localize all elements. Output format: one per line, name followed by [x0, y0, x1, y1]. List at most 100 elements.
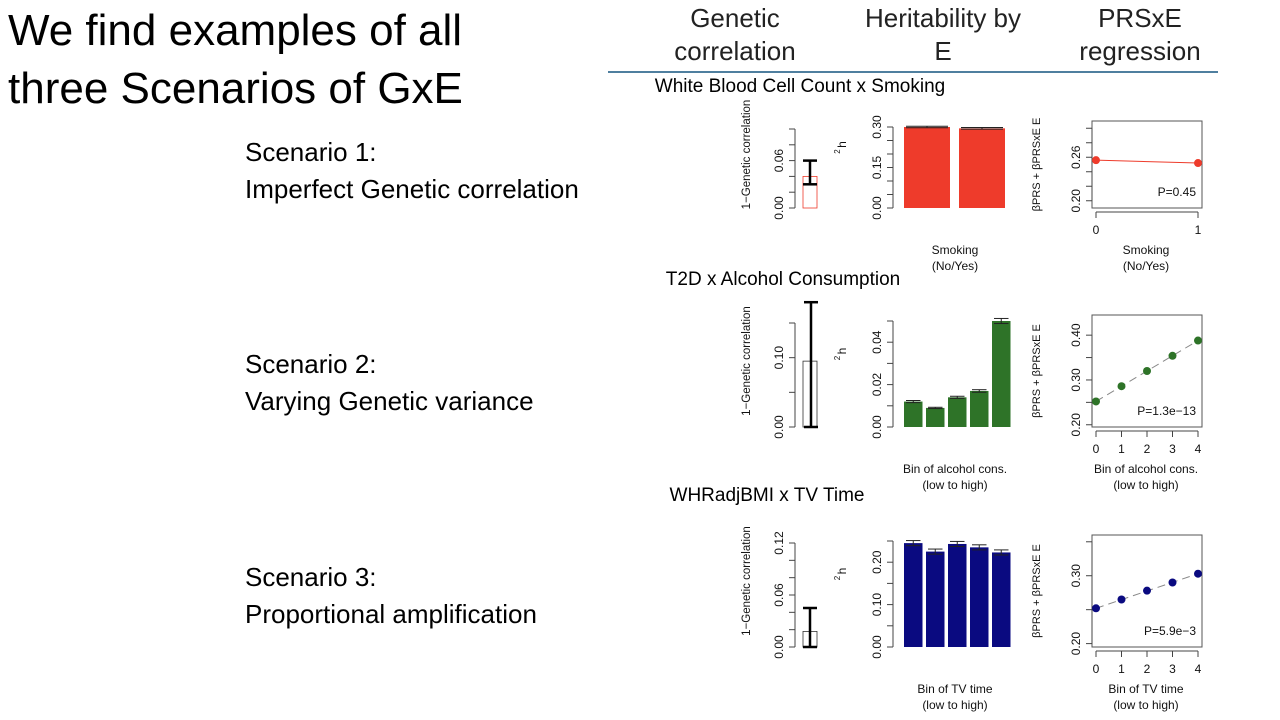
prs-y-axis-label: βPRS + βPRSxE E: [1031, 118, 1043, 212]
h2-y-tick-label: 0.00: [870, 415, 884, 439]
h2-x-axis-label-2: (low to high): [922, 478, 987, 492]
prs-x-tick-label: 2: [1144, 662, 1151, 676]
h2-bar: [992, 552, 1011, 647]
scenario-2: Scenario 2: Varying Genetic variance: [245, 346, 534, 420]
prs-y-tick-label: 0.20: [1069, 189, 1083, 213]
h2-y-tick-label: 0.00: [870, 635, 884, 659]
slide-title: We find examples of all three Scenarios …: [8, 6, 463, 113]
scenario-description: Proportional amplification: [245, 599, 537, 629]
prs-point: [1168, 351, 1177, 360]
gc-y-tick-label: 0.10: [772, 346, 786, 370]
prs-point: [1117, 595, 1126, 604]
prs-y-tick-label: 0.26: [1069, 145, 1083, 169]
h2-y-tick-label: 0.10: [870, 593, 884, 617]
prs-point: [1117, 382, 1126, 391]
h2-bar: [904, 127, 950, 208]
prs-point: [1194, 159, 1202, 168]
prs-y-axis-label: βPRS + βPRSxE E: [1031, 324, 1043, 418]
gc-y-axis-label: 1−Genetic correlation: [741, 100, 753, 210]
h2-bar: [992, 321, 1011, 427]
gc-y-tick-label: 0.12: [772, 531, 786, 555]
scenario-label: Scenario 2:: [245, 349, 377, 379]
h2-bar: [970, 390, 989, 427]
gc-y-tick-label: 0.06: [772, 583, 786, 607]
prs-y-tick-label: 0.20: [1069, 413, 1083, 437]
h2-bar: [948, 543, 967, 647]
prs-x-tick-label: 0: [1093, 442, 1100, 456]
h2-y-tick-label: 0.15: [870, 155, 884, 179]
row-title-2: T2D x Alcohol Consumption: [665, 269, 901, 290]
prs-x-tick-label: 1: [1118, 442, 1125, 456]
prs-y-tick-label: 0.30: [1069, 564, 1083, 588]
prs-x-tick-label: 2: [1144, 442, 1151, 456]
prs-point: [1143, 367, 1151, 375]
h2-y-tick-label: 0.04: [870, 330, 884, 354]
h2-y-axis-label: h: [835, 348, 849, 355]
gc-y-tick-label: 0.00: [772, 196, 786, 220]
column-header-genetic-correlation: Genetic correlation: [674, 3, 796, 66]
header-divider: [608, 71, 1218, 73]
scenario-description: Imperfect Genetic correlation: [245, 174, 579, 204]
h2-y-axis-label-sup: 2: [833, 355, 842, 360]
prs-x-tick-label: 3: [1169, 442, 1176, 456]
prs-point: [1168, 578, 1177, 587]
scenario-1: Scenario 1: Imperfect Genetic correlatio…: [245, 134, 579, 208]
h2-y-axis-label-sup: 2: [833, 149, 842, 154]
gc-y-tick-label: 0.00: [772, 415, 786, 439]
column-header-heritability: Heritability by E: [864, 3, 1022, 66]
scenario-description: Varying Genetic variance: [245, 386, 534, 416]
h2-x-axis-label-2: (No/Yes): [932, 259, 978, 273]
prs-x-tick-label: 4: [1195, 442, 1202, 456]
h2-y-axis-label-sup: 2: [833, 575, 842, 580]
prs-p-value: P=1.3e−13: [1137, 404, 1196, 418]
prs-p-value: P=5.9e−3: [1144, 624, 1196, 638]
gc-y-axis-label: 1−Genetic correlation: [741, 526, 753, 636]
prs-y-tick-label: 0.40: [1069, 323, 1083, 347]
prs-x-tick-label: 1: [1195, 223, 1202, 237]
h2-bar: [926, 407, 945, 427]
prs-point: [1092, 156, 1100, 165]
prs-x-tick-label: 3: [1169, 662, 1176, 676]
h2-y-tick-label: 0.30: [870, 115, 884, 139]
prs-x-axis-label: Bin of alcohol cons.: [1094, 462, 1198, 476]
prs-point: [1143, 586, 1151, 595]
column-header-prsxe: PRSxE regression: [1079, 3, 1201, 66]
gc-y-tick-label: 0.06: [772, 149, 786, 173]
h2-y-tick-label: 0.20: [870, 550, 884, 574]
prs-point: [1194, 569, 1202, 578]
h2-x-axis-label: Bin of TV time: [917, 682, 992, 696]
prs-x-axis-label-2: (low to high): [1113, 478, 1178, 492]
prs-x-tick-label: 0: [1093, 223, 1100, 237]
h2-y-tick-label: 0.02: [870, 373, 884, 397]
prs-x-tick-label: 4: [1195, 662, 1202, 676]
row-title-3: WHRadjBMI x TV Time: [669, 485, 865, 506]
scenario-label: Scenario 3:: [245, 562, 377, 592]
h2-y-axis-label: h: [835, 141, 849, 148]
gc-y-tick-label: 0.00: [772, 635, 786, 659]
prs-x-axis-label: Bin of TV time: [1108, 682, 1183, 696]
h2-bar: [926, 551, 945, 647]
prs-y-axis-label: βPRS + βPRSxE E: [1031, 544, 1043, 638]
h2-bar: [959, 128, 1005, 208]
h2-y-axis-label: h: [835, 568, 849, 575]
prs-point: [1092, 397, 1100, 406]
prs-y-tick-label: 0.30: [1069, 368, 1083, 392]
h2-x-axis-label: Smoking: [932, 243, 979, 257]
prs-point: [1194, 336, 1202, 345]
h2-bar: [904, 401, 923, 427]
row-title-1: White Blood Cell Count x Smoking: [654, 76, 946, 97]
prs-point: [1092, 604, 1100, 613]
h2-bar: [948, 397, 967, 427]
prs-p-value: P=0.45: [1158, 185, 1197, 199]
h2-bar: [970, 547, 989, 647]
prs-y-tick-label: 0.20: [1069, 632, 1083, 656]
prs-x-tick-label: 0: [1093, 662, 1100, 676]
prs-x-axis-label-2: (No/Yes): [1123, 259, 1169, 273]
h2-bar: [904, 543, 923, 647]
h2-x-axis-label-2: (low to high): [922, 698, 987, 712]
h2-y-tick-label: 0.00: [870, 196, 884, 220]
prs-x-axis-label-2: (low to high): [1113, 698, 1178, 712]
scenario-3: Scenario 3: Proportional amplification: [245, 559, 537, 633]
scenario-label: Scenario 1:: [245, 137, 377, 167]
